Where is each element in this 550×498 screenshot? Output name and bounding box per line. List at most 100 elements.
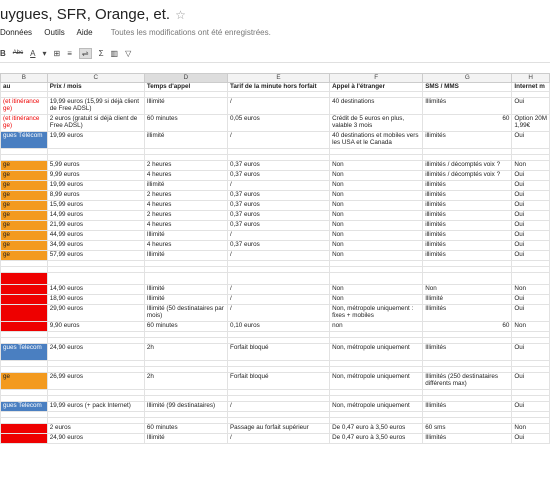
table-cell[interactable]: 60 sms <box>422 423 513 434</box>
column-letter[interactable]: F <box>329 73 424 83</box>
table-cell[interactable]: Oui <box>511 210 550 221</box>
table-cell[interactable]: 60 <box>422 321 513 332</box>
table-cell[interactable] <box>0 423 48 434</box>
table-cell[interactable]: Non <box>329 240 424 251</box>
table-cell[interactable]: Forfait bloqué <box>226 372 331 390</box>
column-letter[interactable]: C <box>46 73 145 83</box>
table-cell[interactable]: 0,37 euros <box>226 240 331 251</box>
table-cell[interactable]: illimité <box>143 180 228 191</box>
table-cell[interactable]: illimités <box>422 180 513 191</box>
functions-icon[interactable]: Σ <box>98 48 104 58</box>
column-letter[interactable]: G <box>422 73 513 83</box>
table-cell[interactable]: Illimité <box>143 97 228 115</box>
table-cell[interactable]: / <box>226 131 331 149</box>
table-cell[interactable]: Oui <box>511 372 550 390</box>
table-cell[interactable]: / <box>226 433 331 444</box>
table-cell[interactable]: Oui <box>511 170 550 181</box>
document-title-text[interactable]: uygues, SFR, Orange, et. <box>0 6 171 23</box>
table-cell[interactable]: Non <box>511 160 550 171</box>
table-cell[interactable]: (et itinérance ge) <box>0 97 48 115</box>
wrap-text-icon[interactable]: ⇌ <box>78 47 92 59</box>
table-cell[interactable]: non <box>329 321 424 332</box>
table-cell[interactable]: Oui <box>511 304 550 322</box>
strikethrough-button[interactable]: Abc <box>12 50 24 56</box>
table-cell[interactable]: Illimité <box>143 250 228 261</box>
header-cell[interactable]: au <box>0 82 48 92</box>
column-letter[interactable]: D <box>143 73 228 83</box>
header-cell[interactable]: Temps d'appel <box>143 82 228 92</box>
table-cell[interactable]: 0,05 euros <box>226 114 331 132</box>
table-cell[interactable]: Illimité <box>143 433 228 444</box>
table-cell[interactable]: 2 euros <box>46 423 145 434</box>
menu-aide[interactable]: Aide <box>76 28 93 37</box>
table-cell[interactable]: Non <box>329 284 424 295</box>
table-cell[interactable]: 24,90 euros <box>46 433 145 444</box>
table-cell[interactable]: De 0,47 euro à 3,50 euros <box>329 433 424 444</box>
table-cell[interactable]: 29,90 euros <box>46 304 145 322</box>
table-cell[interactable]: Illimité (50 destinataires par mois) <box>143 304 228 322</box>
table-cell[interactable]: ge <box>0 230 48 241</box>
filter-icon[interactable]: ▽ <box>125 48 132 58</box>
table-cell[interactable]: Oui <box>511 190 550 201</box>
borders-icon[interactable]: ⊞ <box>53 48 61 58</box>
formula-bar[interactable] <box>0 62 550 73</box>
fill-color-dropdown-icon[interactable]: ▾ <box>42 48 47 58</box>
table-cell[interactable]: 2 heures <box>143 160 228 171</box>
menu-outils[interactable]: Outils <box>44 28 65 37</box>
table-cell[interactable]: 0,37 euros <box>226 190 331 201</box>
table-cell[interactable] <box>511 272 550 285</box>
table-cell[interactable]: Illimités <box>422 433 513 444</box>
table-cell[interactable]: Oui <box>511 220 550 231</box>
table-cell[interactable]: 60 minutes <box>143 423 228 434</box>
table-cell[interactable]: Oui <box>511 200 550 211</box>
table-cell[interactable]: / <box>226 97 331 115</box>
table-cell[interactable] <box>422 272 513 285</box>
table-cell[interactable]: Illimité (99 destinataires) <box>143 401 228 412</box>
table-cell[interactable]: 2 heures <box>143 190 228 201</box>
table-cell[interactable]: 57,99 euros <box>46 250 145 261</box>
table-cell[interactable]: Non <box>511 321 550 332</box>
table-cell[interactable]: Illimités <box>422 304 513 322</box>
table-cell[interactable]: ge <box>0 180 48 191</box>
table-cell[interactable]: 2h <box>143 372 228 390</box>
table-cell[interactable]: gues Telecom <box>0 401 48 412</box>
table-cell[interactable]: ge <box>0 220 48 231</box>
table-cell[interactable]: 26,99 euros <box>46 372 145 390</box>
table-cell[interactable]: ge <box>0 200 48 211</box>
star-icon[interactable]: ☆ <box>175 8 186 22</box>
table-cell[interactable]: 5,99 euros <box>46 160 145 171</box>
table-cell[interactable]: Oui <box>511 294 550 305</box>
table-cell[interactable]: 40 destinations <box>329 97 424 115</box>
table-cell[interactable]: Illimité <box>143 230 228 241</box>
table-cell[interactable]: / <box>226 304 331 322</box>
table-cell[interactable]: illimité <box>143 131 228 149</box>
table-cell[interactable] <box>226 272 331 285</box>
table-cell[interactable]: 14,99 euros <box>46 210 145 221</box>
table-cell[interactable]: ge <box>0 210 48 221</box>
table-cell[interactable] <box>329 272 424 285</box>
table-cell[interactable]: Non <box>329 200 424 211</box>
table-cell[interactable]: 19,99 euros <box>46 180 145 191</box>
table-cell[interactable]: / <box>226 250 331 261</box>
table-cell[interactable]: (et itinérance ge) <box>0 114 48 132</box>
table-cell[interactable]: 34,99 euros <box>46 240 145 251</box>
table-cell[interactable]: Illimités <box>422 343 513 361</box>
table-cell[interactable]: / <box>226 230 331 241</box>
table-cell[interactable]: Oui <box>511 250 550 261</box>
table-cell[interactable]: 9,99 euros <box>46 170 145 181</box>
table-cell[interactable]: gues Télécom <box>0 131 48 149</box>
table-cell[interactable]: 15,99 euros <box>46 200 145 211</box>
table-cell[interactable]: illimités <box>422 250 513 261</box>
table-cell[interactable]: 0,37 euros <box>226 200 331 211</box>
table-cell[interactable]: Forfait bloqué <box>226 343 331 361</box>
table-cell[interactable]: Non <box>329 190 424 201</box>
table-cell[interactable]: Illimité <box>143 284 228 295</box>
table-cell[interactable]: gues Telecom <box>0 343 48 361</box>
table-cell[interactable]: illimités / décomptés voix ? <box>422 160 513 171</box>
table-cell[interactable]: 0,37 euros <box>226 210 331 221</box>
table-cell[interactable] <box>0 304 48 322</box>
column-letter[interactable]: H <box>511 73 550 83</box>
table-cell[interactable]: 44,99 euros <box>46 230 145 241</box>
table-cell[interactable]: Non, métropole uniquement <box>329 343 424 361</box>
table-cell[interactable]: Non <box>329 180 424 191</box>
